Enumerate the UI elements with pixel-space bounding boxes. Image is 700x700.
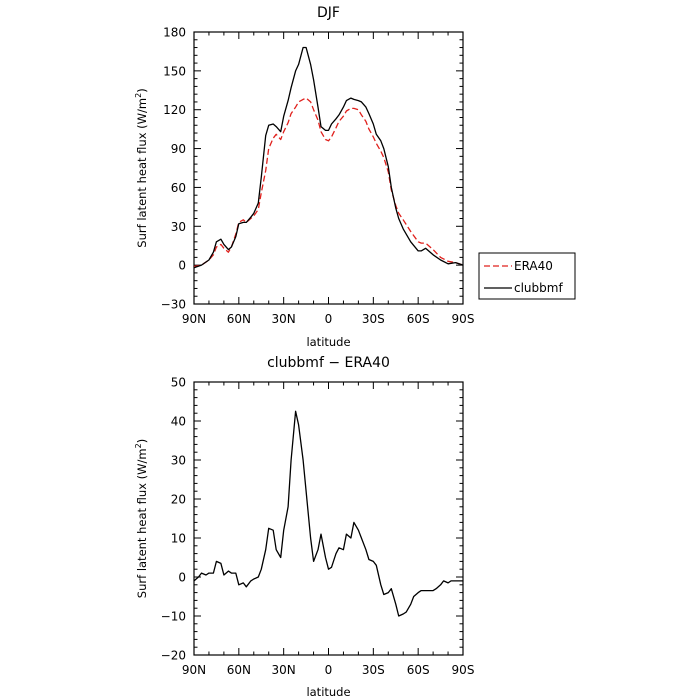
x-tick-label: 90N xyxy=(182,663,206,677)
x-axis-label: latitude xyxy=(306,335,350,349)
legend: ERA40 clubbmf xyxy=(478,252,576,300)
y-axis-label-superscript: 2 xyxy=(134,443,143,448)
x-tick-label: 30S xyxy=(362,312,385,326)
y-tick-label: 180 xyxy=(163,26,186,40)
y-tick-label: 30 xyxy=(171,220,186,234)
plot-frame xyxy=(193,31,464,305)
x-tick-label: 60S xyxy=(407,663,430,677)
chart-panel-1: DJF 90N 60N 30N 0 30S 60S 90S −30 0 30 60 90 120 150 18… xyxy=(134,5,576,349)
y-tick-label: 30 xyxy=(171,454,186,468)
x-tick-label: 90N xyxy=(182,312,206,326)
chart-title: clubbmf − ERA40 xyxy=(267,355,390,371)
series-line-era40 xyxy=(194,97,463,268)
chart-title: DJF xyxy=(317,5,340,21)
x-tick-label: 30N xyxy=(272,312,296,326)
legend-box xyxy=(478,252,576,300)
chart-panel-2: clubbmf − ERA40 90N 60N 30N 0 30S 60S 90S −20 −10… xyxy=(134,355,474,699)
y-tick-label: 120 xyxy=(163,103,186,117)
y-tick-label: 60 xyxy=(171,181,186,195)
series-line-difference xyxy=(194,410,463,617)
y-tick-label: 10 xyxy=(171,532,186,546)
x-tick-label: 60N xyxy=(227,663,251,677)
y-tick-label: −30 xyxy=(161,298,186,312)
legend-label-era40: ERA40 xyxy=(514,259,553,273)
x-tick-label: 0 xyxy=(325,312,333,326)
x-tick-label: 0 xyxy=(325,663,333,677)
x-axis-label: latitude xyxy=(306,685,350,699)
y-tick-label: 90 xyxy=(171,142,186,156)
x-tick-label: 60N xyxy=(227,312,251,326)
y-axis-label-text: Surf latent heat flux (W/m xyxy=(135,448,149,598)
y-axis-label-tail: ) xyxy=(135,88,149,93)
y-tick-label: 0 xyxy=(178,571,186,585)
plot-frame xyxy=(193,381,464,656)
series-line-clubbmf xyxy=(194,46,463,269)
y-axis-label-text: Surf latent heat flux (W/m xyxy=(135,98,149,248)
legend-label-clubbmf: clubbmf xyxy=(514,281,563,295)
x-tick-label: 30S xyxy=(362,663,385,677)
y-tick-label: −10 xyxy=(161,610,186,624)
y-axis-label: Surf latent heat flux (W/m2) xyxy=(134,439,149,598)
x-tick-label: 60S xyxy=(407,312,430,326)
y-axis-label: Surf latent heat flux (W/m2) xyxy=(134,88,149,247)
y-tick-label: 0 xyxy=(178,259,186,273)
x-tick-label: 30N xyxy=(272,663,296,677)
x-tick-label: 90S xyxy=(452,312,475,326)
y-axis-label-tail: ) xyxy=(135,439,149,444)
y-tick-label: 50 xyxy=(171,376,186,390)
y-axis-label-superscript: 2 xyxy=(134,93,143,98)
y-tick-label: 150 xyxy=(163,64,186,78)
y-tick-label: 40 xyxy=(171,415,186,429)
y-tick-label: 20 xyxy=(171,493,186,507)
y-tick-label: −20 xyxy=(161,649,186,663)
x-tick-label: 90S xyxy=(452,663,475,677)
